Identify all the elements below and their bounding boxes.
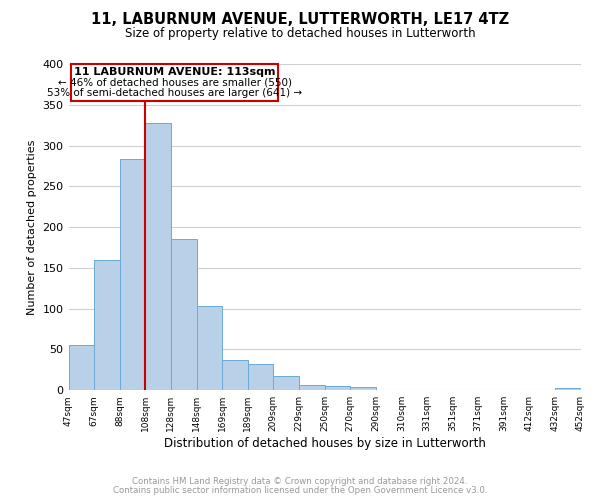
Bar	[171, 240, 197, 390]
Text: ← 46% of detached houses are smaller (550): ← 46% of detached houses are smaller (55…	[58, 77, 292, 87]
Text: Size of property relative to detached houses in Lutterworth: Size of property relative to detached ho…	[125, 28, 475, 40]
Bar	[274, 376, 299, 390]
Text: 11, LABURNUM AVENUE, LUTTERWORTH, LE17 4TZ: 11, LABURNUM AVENUE, LUTTERWORTH, LE17 4…	[91, 12, 509, 28]
Bar	[350, 387, 376, 390]
Bar	[555, 388, 581, 390]
Text: 53% of semi-detached houses are larger (641) →: 53% of semi-detached houses are larger (…	[47, 88, 302, 98]
Bar	[222, 360, 248, 390]
Bar	[299, 386, 325, 390]
Bar	[68, 346, 94, 390]
Text: Contains public sector information licensed under the Open Government Licence v3: Contains public sector information licen…	[113, 486, 487, 495]
Y-axis label: Number of detached properties: Number of detached properties	[27, 140, 37, 315]
Bar	[325, 386, 350, 390]
Bar	[197, 306, 222, 390]
Bar	[120, 160, 145, 390]
Bar	[145, 122, 171, 390]
Bar	[248, 364, 274, 390]
Text: 11 LABURNUM AVENUE: 113sqm: 11 LABURNUM AVENUE: 113sqm	[74, 68, 275, 78]
FancyBboxPatch shape	[71, 64, 278, 100]
X-axis label: Distribution of detached houses by size in Lutterworth: Distribution of detached houses by size …	[164, 437, 485, 450]
Bar	[94, 260, 120, 390]
Text: Contains HM Land Registry data © Crown copyright and database right 2024.: Contains HM Land Registry data © Crown c…	[132, 477, 468, 486]
